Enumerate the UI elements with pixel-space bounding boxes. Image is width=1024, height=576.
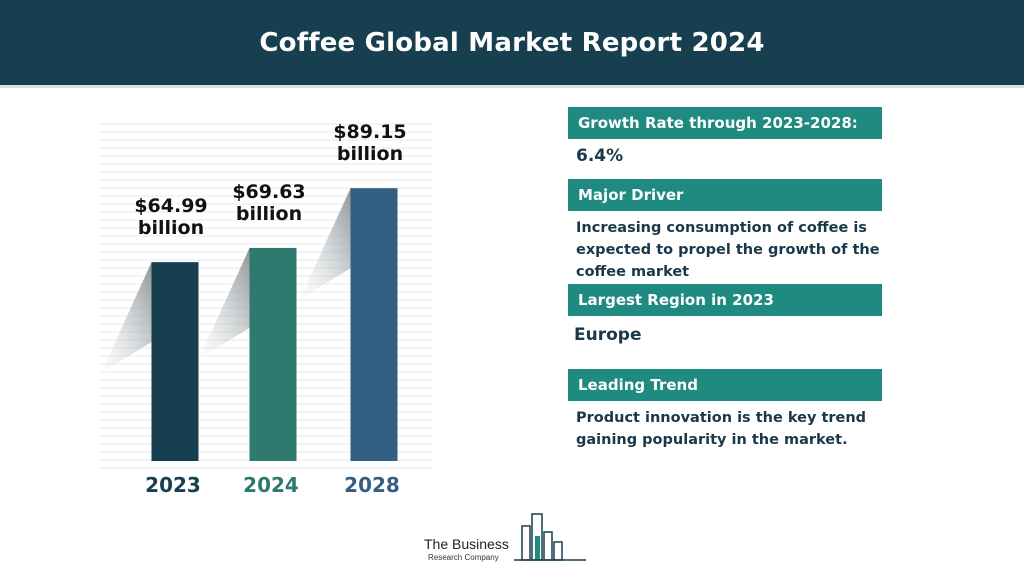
bar-value-label: $89.15 [333,121,406,143]
bar-value-unit: billion [236,203,302,225]
bar-value-label: $64.99 [134,195,207,217]
bar-shadow [300,188,351,299]
bar-chart-logo-icon [514,513,586,561]
x-tick-label: 2024 [243,473,299,497]
bar-2023 [151,262,199,461]
bar-value-unit: billion [138,217,204,239]
bar-shadow [101,262,152,373]
info-leading-trend: Leading Trend Product innovation is the … [568,369,882,451]
bar-2024 [249,247,297,461]
x-tick-label: 2023 [145,473,201,497]
logo-name: The Business [424,536,509,552]
logo-subtitle: Research Company [428,553,499,562]
info-growth-rate: Growth Rate through 2023-2028: 6.4% [568,107,882,167]
info-text: Product innovation is the key trend gain… [576,410,867,448]
info-heading: Largest Region in 2023 [568,284,882,316]
info-text: 6.4% [576,146,624,166]
company-logo: The Business Research Company [422,512,592,564]
bars [151,188,398,461]
info-major-driver: Major Driver Increasing consumption of c… [568,179,882,283]
info-text: Europe [574,325,642,345]
info-heading: Leading Trend [568,369,882,401]
market-size-bar-chart: $64.99billion$69.63billion$89.15billion … [100,121,432,497]
info-largest-region: Largest Region in 2023 Europe [568,284,882,346]
x-tick-labels: 2023 2024 2028 [145,473,400,497]
page-title: Coffee Global Market Report 2024 [259,27,765,58]
info-heading: Major Driver [568,179,882,211]
bar-2028 [350,188,398,461]
info-heading: Growth Rate through 2023-2028: [568,107,882,139]
bar-value-unit: billion [337,143,403,165]
info-text: Increasing consumption of coffee is expe… [576,220,880,280]
header-banner: Coffee Global Market Report 2024 [0,0,1024,88]
x-tick-label: 2028 [344,473,400,497]
bar-value-label: $69.63 [232,181,305,203]
bar-shadow [199,247,250,358]
